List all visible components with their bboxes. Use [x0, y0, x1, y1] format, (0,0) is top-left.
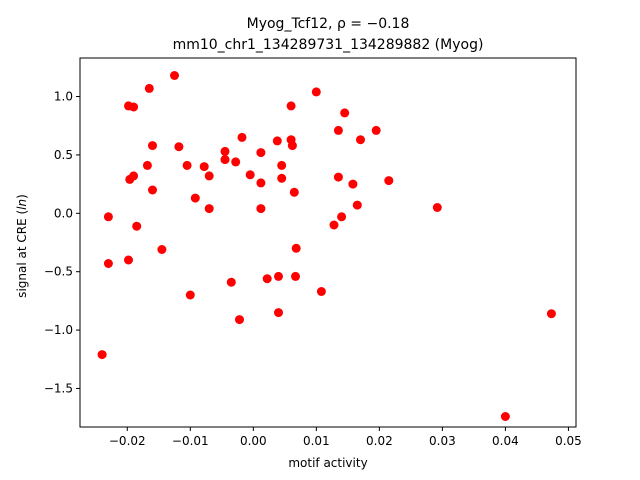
data-point: [316, 287, 326, 296]
y-tick-label: −1.5: [44, 381, 73, 395]
data-point: [262, 274, 272, 284]
data-point: [245, 170, 255, 180]
data-point: [432, 203, 442, 212]
data-point: [546, 309, 556, 319]
data-point: [174, 142, 184, 152]
y-tick-label: 0.0: [54, 206, 73, 220]
data-point: [204, 171, 214, 181]
chart-title-line1: Myog_Tcf12, ρ = −0.18: [247, 16, 410, 32]
x-tick-label: 0.02: [366, 434, 393, 448]
data-point: [256, 148, 266, 158]
y-axis-label: signal at CRE (ln): [15, 194, 29, 298]
data-point: [500, 412, 510, 421]
data-point: [235, 315, 244, 325]
data-points: [97, 71, 556, 421]
x-axis-ticks: −0.02 −0.01 0.00 0.01 0.02 0.03 0.04 0.05: [109, 427, 582, 448]
data-point: [311, 87, 321, 97]
data-point: [190, 193, 200, 203]
data-point: [132, 221, 142, 231]
data-point: [277, 160, 287, 170]
data-point: [333, 125, 343, 135]
data-point: [103, 212, 113, 222]
chart-title-line2: mm10_chr1_134289731_134289882 (Myog): [173, 37, 484, 53]
y-tick-label: −1.0: [44, 323, 73, 337]
data-point: [272, 136, 282, 146]
data-point: [157, 245, 167, 254]
data-point: [148, 141, 157, 151]
x-tick-label: 0.03: [429, 434, 456, 448]
data-point: [356, 135, 365, 145]
data-point: [289, 187, 299, 197]
data-point: [125, 174, 135, 184]
data-point: [220, 146, 230, 156]
data-point: [103, 259, 113, 268]
data-point: [148, 185, 157, 195]
data-point: [220, 155, 230, 165]
data-point: [124, 255, 133, 265]
data-point: [333, 172, 343, 182]
data-point: [277, 173, 287, 183]
data-point: [348, 179, 358, 189]
data-point: [287, 141, 297, 151]
x-axis-label: motif activity: [288, 456, 367, 470]
y-axis-ticks: −1.5 −1.0 −0.5 0.0 0.5 1.0: [44, 90, 80, 395]
y-tick-label: −0.5: [44, 265, 73, 279]
data-point: [199, 162, 209, 172]
data-point: [286, 101, 296, 111]
data-point: [185, 290, 195, 300]
data-point: [182, 160, 192, 170]
y-tick-label: 0.5: [54, 148, 73, 162]
data-point: [340, 108, 350, 118]
data-point: [97, 350, 107, 360]
data-point: [144, 83, 154, 93]
data-point: [274, 271, 283, 281]
data-point: [129, 102, 139, 112]
data-point: [256, 204, 266, 214]
data-point: [337, 212, 347, 222]
data-point: [204, 204, 214, 214]
x-tick-label: 0.05: [555, 434, 582, 448]
x-tick-label: −0.01: [172, 434, 209, 448]
data-point: [231, 157, 241, 167]
data-point: [371, 125, 381, 135]
data-point: [274, 308, 283, 318]
data-point: [226, 277, 236, 287]
y-tick-label: 1.0: [54, 90, 73, 104]
data-point: [329, 220, 339, 230]
data-point: [384, 176, 394, 186]
data-point: [170, 71, 179, 80]
x-tick-label: 0.01: [303, 434, 330, 448]
plot-frame: [79, 57, 577, 428]
x-tick-label: 0.00: [240, 434, 267, 448]
data-point: [291, 243, 301, 253]
x-tick-label: 0.04: [492, 434, 519, 448]
data-point: [291, 271, 300, 281]
data-point: [237, 132, 247, 142]
data-point: [352, 200, 362, 210]
x-tick-label: −0.02: [109, 434, 146, 448]
data-point: [256, 178, 266, 188]
data-point: [142, 160, 152, 170]
